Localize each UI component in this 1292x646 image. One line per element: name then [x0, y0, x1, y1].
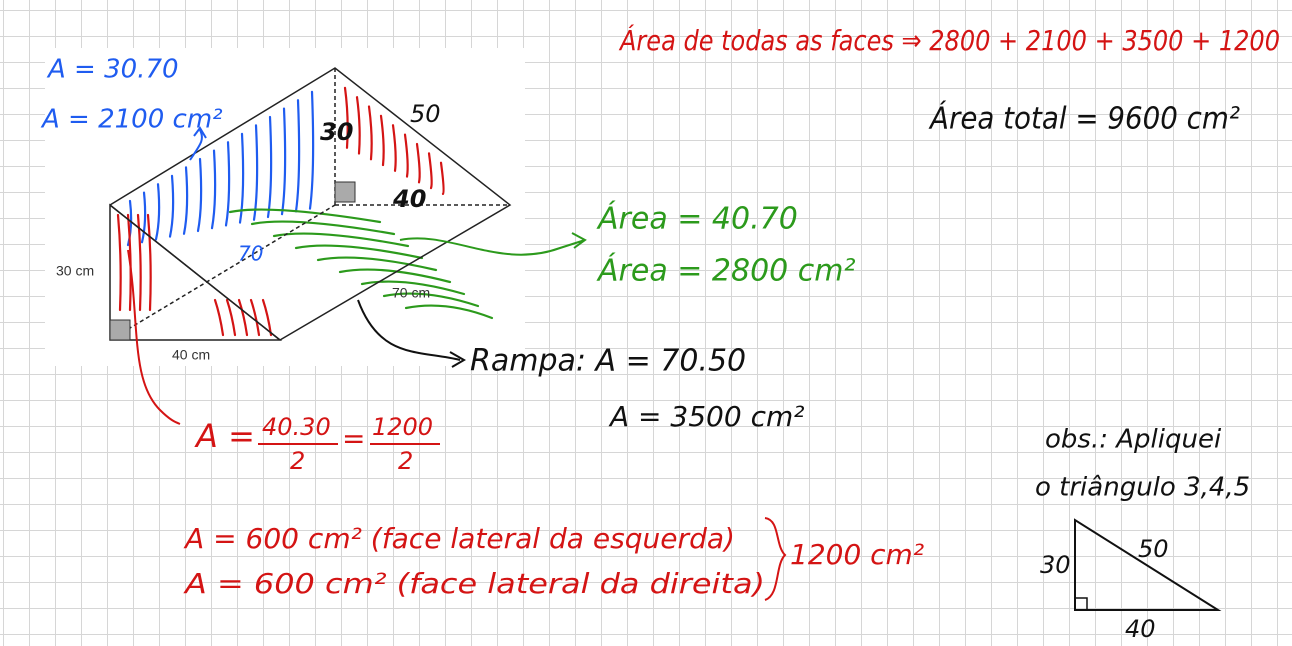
hatch-stroke	[379, 114, 385, 167]
hatch-stroke	[228, 208, 382, 224]
front-edge	[109, 204, 281, 341]
triangle-label: 40	[1125, 615, 1156, 643]
hatch-stroke	[427, 152, 433, 190]
denominator: 2	[290, 447, 305, 475]
hatch-stroke	[210, 149, 217, 230]
hatch-stroke	[404, 304, 494, 320]
equals: =	[342, 422, 365, 455]
hatch-stroke	[154, 183, 161, 241]
hatch-stroke	[343, 86, 349, 149]
hatch-stroke	[146, 213, 152, 312]
hatch-stroke	[403, 133, 409, 178]
triangle	[1074, 518, 1222, 611]
total-area: Área total = 9600 cm²	[928, 101, 1240, 137]
hatch-stroke	[391, 124, 397, 172]
handwritten-label: 40	[392, 185, 426, 213]
denominator: 2	[398, 447, 413, 475]
hatch-stroke	[338, 268, 452, 284]
triangle-label: 30	[1040, 551, 1071, 579]
hatch-stroke	[280, 107, 287, 216]
green-note: Área = 40.70	[596, 201, 798, 237]
right-angle	[334, 181, 356, 203]
hatch-stroke	[415, 142, 421, 184]
handwritten-label: 70	[238, 242, 263, 266]
hatch-stroke	[140, 191, 147, 244]
handwritten-label: 50	[410, 100, 441, 128]
hatch-stroke	[294, 99, 301, 213]
right-angle	[109, 319, 131, 341]
blue-arrow	[189, 126, 207, 161]
black-arrow	[357, 299, 466, 368]
hatch-stroke	[116, 213, 122, 312]
hatch-stroke	[272, 232, 410, 248]
dimension-label: 40 cm	[172, 347, 210, 363]
hatch-stroke	[237, 298, 249, 337]
numerator: 40.30	[262, 413, 331, 441]
obs: obs.: Apliquei	[1045, 425, 1222, 455]
hatch-stroke	[213, 298, 225, 337]
figure-background	[45, 48, 525, 366]
hatch-stroke	[367, 105, 373, 161]
hatch-stroke	[182, 166, 189, 235]
hatch-stroke	[439, 161, 445, 195]
hidden-edge	[109, 204, 336, 341]
hatch-stroke	[360, 280, 466, 296]
dimension-label: 30 cm	[56, 263, 94, 279]
hatch-stroke	[355, 96, 361, 155]
hatch-stroke	[294, 244, 424, 260]
lateral-face: A = 600 cm² (face lateral da esquerda)	[183, 522, 735, 555]
hatch-stroke	[225, 298, 237, 337]
hatch-stroke	[224, 141, 231, 227]
hatch-stroke	[168, 174, 175, 238]
hatch-stroke	[250, 220, 396, 236]
blue-note: A = 2100 cm²	[40, 105, 223, 135]
ramp-edges	[109, 67, 512, 341]
obs: o triângulo 3,4,5	[1035, 473, 1250, 503]
numerator: 1200	[372, 413, 433, 441]
hatch-stroke	[196, 157, 203, 233]
brace	[764, 517, 787, 601]
faces-sum: Área de todas as faces ⇒ 2800 + 2100 + 3…	[618, 23, 1280, 57]
handwritten-label: 30	[320, 118, 353, 146]
hatch-stroke	[136, 213, 142, 312]
lateral-face: A = 600 cm² (face lateral da direita)	[183, 567, 765, 600]
hatch-stroke	[252, 124, 259, 221]
red-arrow	[127, 249, 181, 425]
green-arrow	[399, 232, 587, 256]
hatch-stroke	[238, 132, 245, 224]
right-angle	[1074, 597, 1088, 611]
area-lhs: A =	[194, 417, 255, 455]
hatch-stroke	[249, 298, 261, 337]
blue-note: A = 30.70	[46, 55, 179, 85]
prism	[109, 67, 512, 341]
ramp-note: A = 3500 cm²	[608, 400, 804, 433]
hatch-stroke	[308, 90, 315, 210]
triangle-label: 50	[1138, 535, 1169, 563]
hatch-stroke	[382, 292, 480, 308]
green-note: Área = 2800 cm²	[596, 253, 856, 289]
dimension-label: 70 cm	[392, 285, 430, 301]
lateral-total: 1200 cm²	[790, 538, 924, 571]
ramp-note: Rampa: A = 70.50	[470, 344, 746, 379]
hatch-stroke	[316, 256, 438, 272]
